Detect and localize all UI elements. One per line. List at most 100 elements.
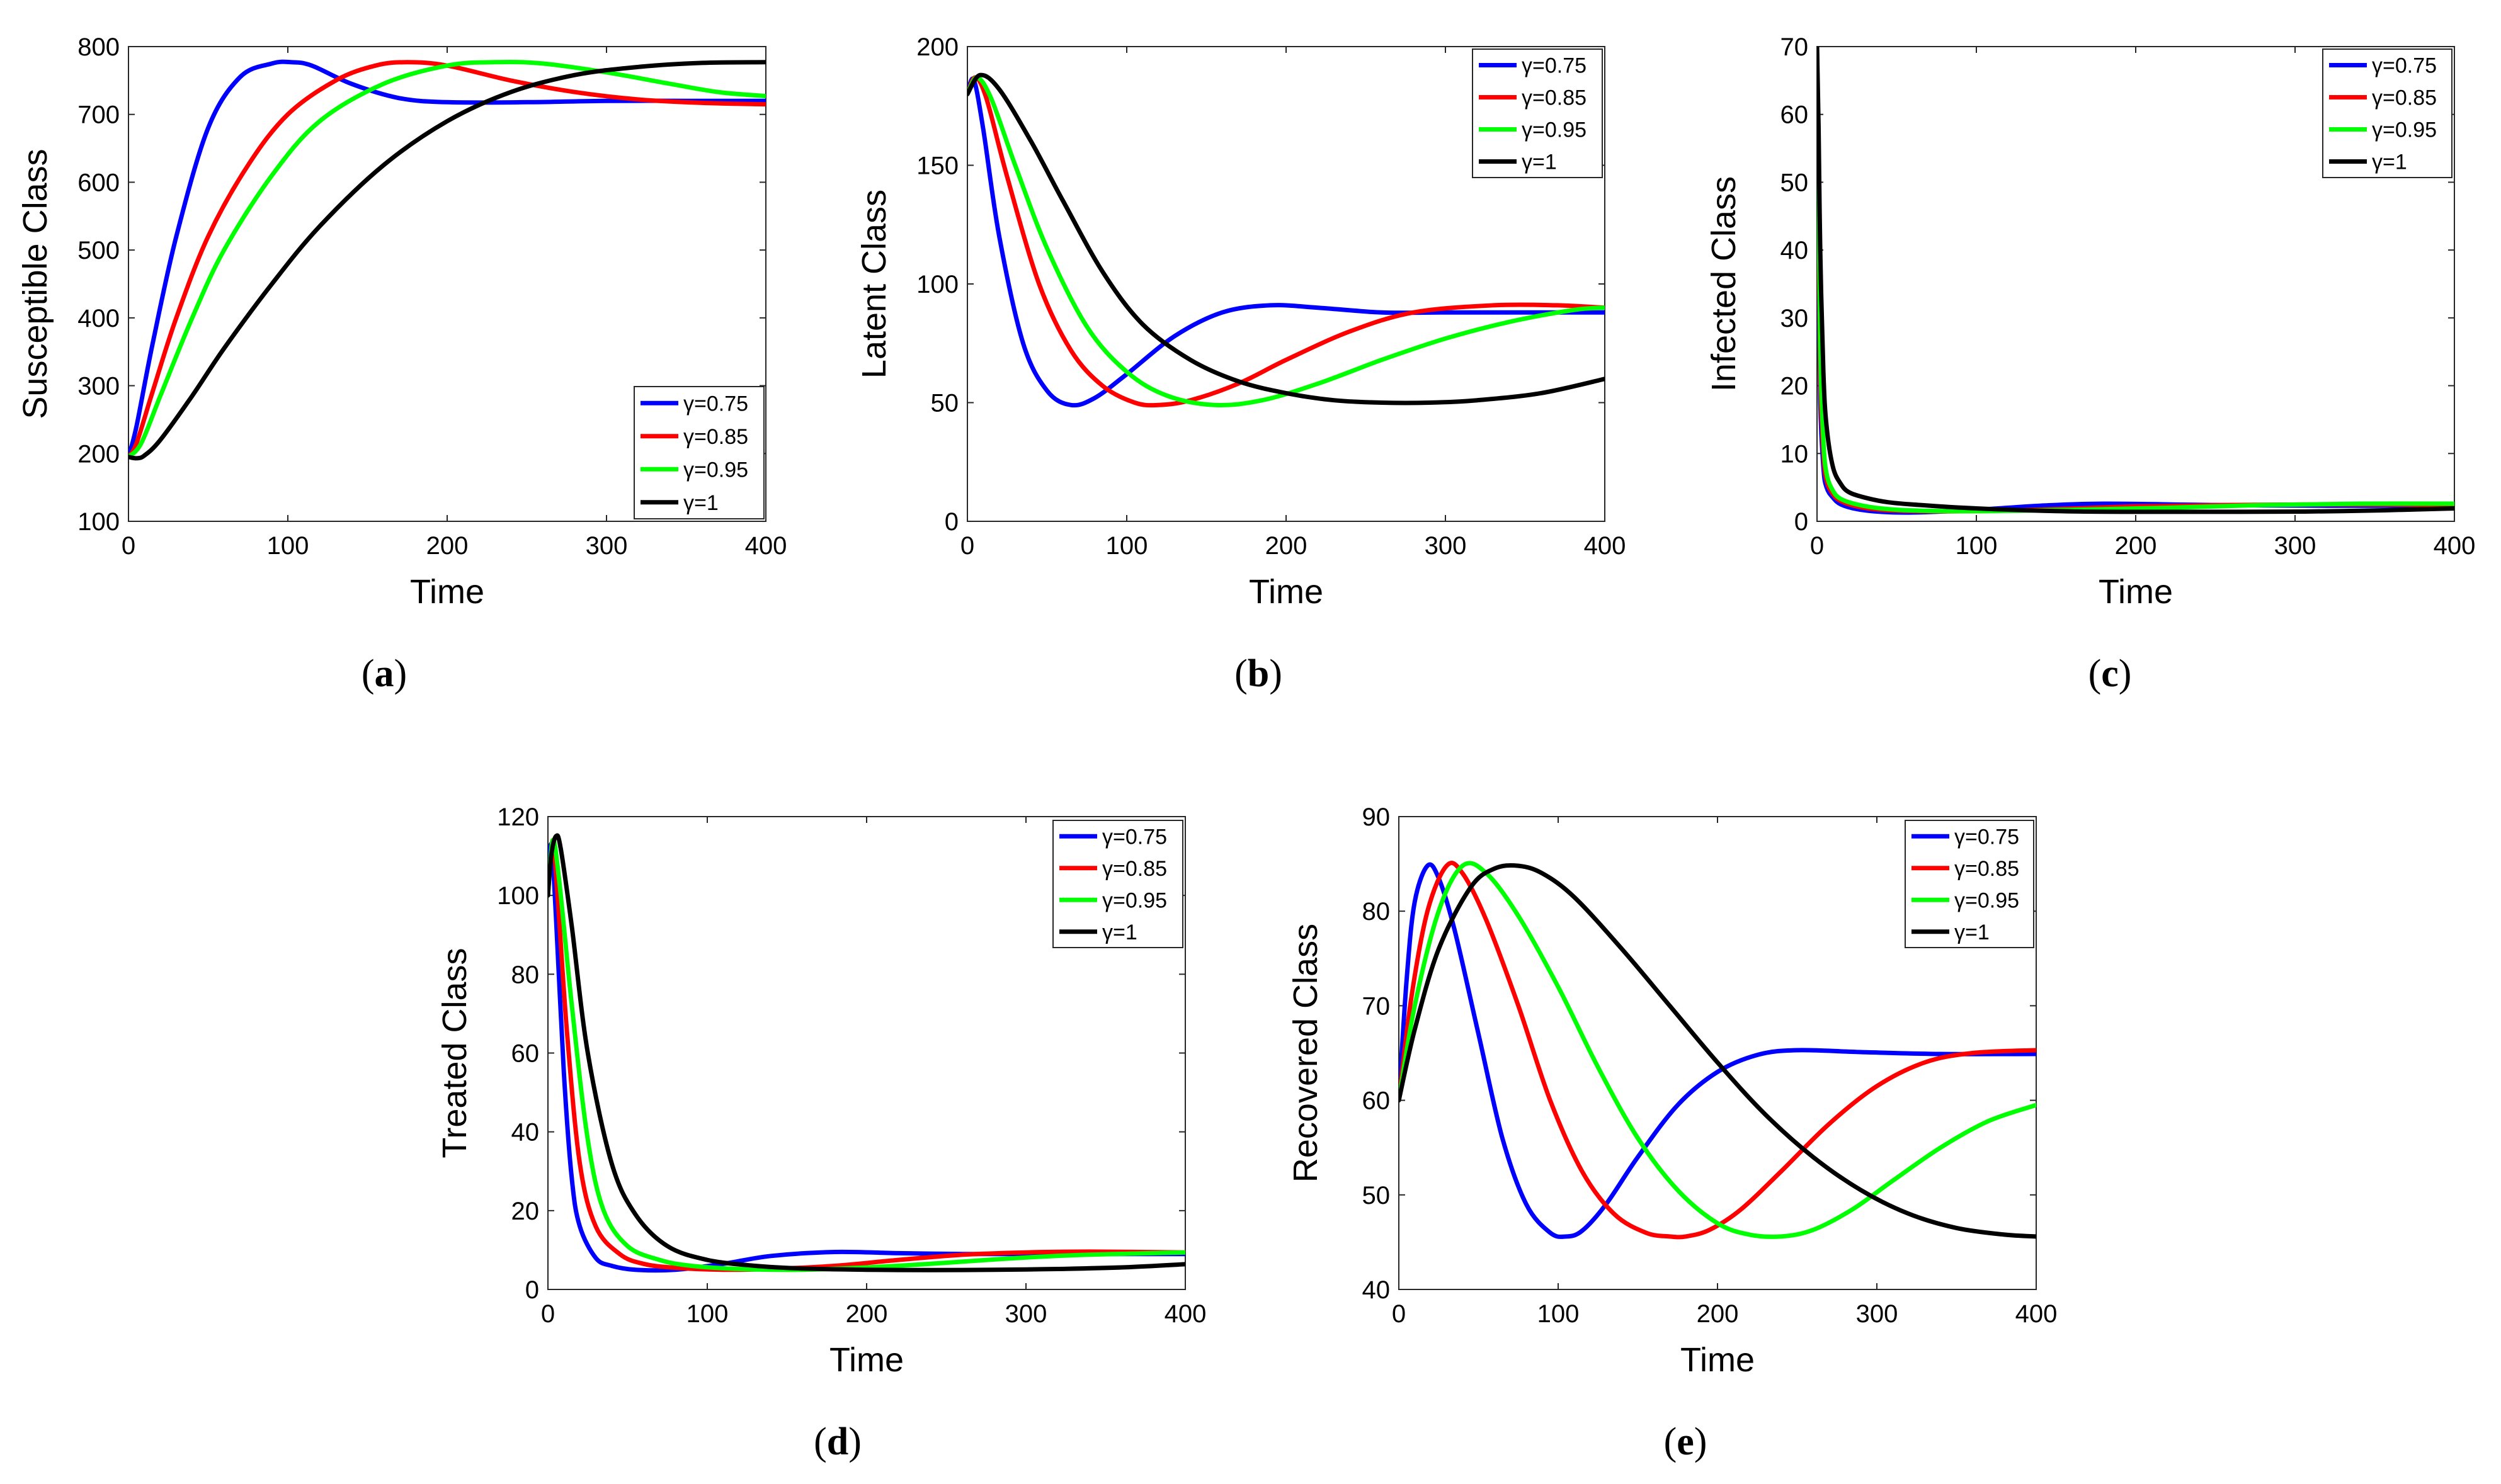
series-line-4 — [1817, 47, 2454, 514]
legend-box — [634, 386, 765, 519]
x-axis-title: Time — [1680, 1341, 1755, 1379]
series-line-2 — [1399, 861, 2036, 1240]
x-tick-label: 200 — [1697, 1300, 1739, 1328]
x-tick-label: 200 — [1265, 532, 1307, 560]
y-tick-label: 150 — [916, 152, 959, 180]
y-tick-label: 500 — [77, 237, 120, 264]
panel-caption: (d) — [814, 1420, 862, 1463]
x-axis-title: Time — [829, 1341, 904, 1379]
x-tick-label: 100 — [267, 532, 309, 560]
legend-label: γ=0.95 — [1102, 888, 1167, 912]
legend-label: γ=0.85 — [1522, 86, 1587, 110]
chart-panel-a: 0 100 200 300 400100200300400500600700800Tim… — [16, 33, 787, 695]
x-tick-label: 200 — [426, 532, 469, 560]
y-tick-label: 120 — [497, 803, 539, 831]
y-tick-label: 50 — [1362, 1182, 1391, 1209]
y-tick-label: 0 — [525, 1276, 539, 1304]
y-axis-title: Latent Class — [855, 190, 893, 378]
series-line-4 — [548, 833, 1185, 1272]
chart-panel-c: 0 100 200 300 400 0 10 20 30 40 50 60 70 Time Infected… — [1705, 33, 2475, 695]
chart-panel-d: 0 100 200 300 400 0 20 40 60 80 100 120 Time Treated … — [436, 803, 1206, 1463]
legend-box — [1052, 820, 1183, 948]
legend-label: γ=1 — [2372, 150, 2407, 174]
legend-label: γ=0.85 — [2372, 86, 2437, 110]
legend-label: γ=0.95 — [2372, 118, 2437, 142]
y-tick-label: 80 — [1362, 898, 1391, 926]
x-tick-label: 400 — [2015, 1300, 2058, 1328]
legend-label: γ=0.75 — [2372, 54, 2437, 78]
series-line-4 — [1399, 863, 2036, 1239]
x-tick-label: 0 — [122, 532, 135, 560]
y-tick-label: 40 — [1362, 1276, 1391, 1304]
legend-label: γ=1 — [1954, 920, 1990, 944]
legend-label: γ=0.75 — [1954, 825, 2019, 849]
x-tick-label: 400 — [1165, 1300, 1207, 1328]
y-tick-label: 50 — [1780, 169, 1809, 196]
y-tick-label: 40 — [1780, 237, 1809, 264]
x-tick-label: 0 — [960, 532, 974, 560]
legend: γ=0.75 γ=0.85 γ=0.95 γ=1 — [1472, 48, 1603, 178]
x-tick-label: 0 — [541, 1300, 555, 1328]
x-tick-label: 400 — [1584, 532, 1626, 560]
y-tick-label: 20 — [1780, 373, 1809, 400]
legend-label: γ=1 — [1522, 150, 1557, 174]
y-tick-label: 30 — [1780, 305, 1809, 332]
y-axis-title: Treated Class — [436, 948, 474, 1158]
y-tick-label: 70 — [1780, 33, 1809, 61]
y-tick-label: 100 — [77, 508, 120, 536]
y-tick-label: 600 — [77, 169, 120, 196]
chart-panel-b: 0 100 200 300 400 0 50 100 150 200 Time Latent Clas… — [855, 33, 1626, 695]
x-tick-label: 400 — [2434, 532, 2476, 560]
legend-label: γ=0.75 — [683, 392, 748, 416]
panel-caption: (c) — [2088, 652, 2132, 695]
series-group — [967, 72, 1605, 408]
series-group — [548, 833, 1185, 1273]
series-line-3 — [1399, 861, 2036, 1239]
x-tick-label: 0 — [1392, 1300, 1406, 1328]
y-tick-label: 800 — [77, 33, 120, 61]
panel-caption: (b) — [1234, 652, 1282, 695]
series-line-2 — [128, 60, 766, 460]
y-tick-label: 60 — [1362, 1087, 1391, 1115]
series-group — [128, 59, 766, 461]
x-tick-label: 100 — [1956, 532, 1998, 560]
y-axis-title: Susceptible Class — [16, 149, 54, 419]
x-tick-label: 0 — [1810, 532, 1824, 560]
x-axis-title: Time — [1249, 573, 1323, 611]
y-tick-label: 40 — [511, 1119, 540, 1147]
series-line-1 — [1399, 862, 2036, 1239]
legend-box — [1472, 48, 1603, 178]
y-tick-label: 100 — [497, 882, 539, 910]
x-tick-label: 200 — [2115, 532, 2157, 560]
x-tick-label: 200 — [846, 1300, 888, 1328]
legend: γ=0.75 γ=0.85 γ=0.95 γ=1 — [1052, 820, 1183, 948]
series-group — [1817, 47, 2454, 515]
y-axis-title: Recovered Class — [1287, 924, 1325, 1182]
y-tick-label: 0 — [1794, 508, 1808, 536]
legend: γ=0.75 γ=0.85 γ=0.95 γ=1 — [2322, 48, 2453, 178]
series-group — [1399, 861, 2036, 1240]
y-tick-label: 0 — [945, 508, 959, 536]
legend-label: γ=0.95 — [1954, 888, 2019, 912]
x-axis-title: Time — [2099, 573, 2173, 611]
series-line-2 — [548, 838, 1185, 1272]
y-tick-label: 100 — [916, 271, 959, 298]
legend-label: γ=0.85 — [1102, 857, 1167, 881]
y-tick-label: 10 — [1780, 440, 1809, 468]
y-tick-label: 200 — [77, 440, 120, 468]
series-line-4 — [967, 72, 1605, 405]
legend-label: γ=1 — [1102, 920, 1137, 944]
legend-label: γ=0.95 — [683, 458, 748, 482]
y-tick-label: 200 — [916, 33, 959, 61]
series-line-1 — [128, 59, 766, 460]
x-tick-label: 300 — [1856, 1300, 1898, 1328]
series-line-2 — [967, 75, 1605, 408]
y-tick-label: 50 — [931, 390, 959, 417]
legend-label: γ=0.85 — [683, 425, 748, 449]
series-line-3 — [548, 837, 1185, 1272]
legend-label: γ=0.75 — [1522, 54, 1587, 78]
chart-panel-e: 0 100 200 300 400 40 50 60 70 80 90 Time Recovered C… — [1287, 803, 2057, 1463]
y-tick-label: 300 — [77, 373, 120, 400]
series-line-3 — [128, 59, 766, 460]
